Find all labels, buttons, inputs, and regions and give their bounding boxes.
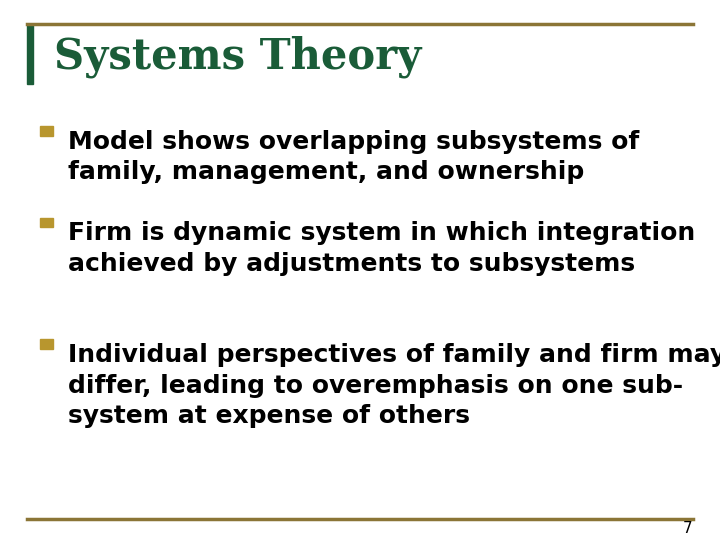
Bar <box>40 339 53 349</box>
Text: Firm is dynamic system in which integration
achieved by adjustments to subsystem: Firm is dynamic system in which integrat… <box>68 221 696 276</box>
Text: Model shows overlapping subsystems of
family, management, and ownership: Model shows overlapping subsystems of fa… <box>68 130 639 184</box>
Text: Systems Theory: Systems Theory <box>54 36 421 78</box>
Text: Individual perspectives of family and firm may
differ, leading to overemphasis o: Individual perspectives of family and fi… <box>68 343 720 428</box>
Bar <box>40 126 53 136</box>
Text: 7: 7 <box>683 521 693 536</box>
Bar <box>27 24 33 84</box>
Bar <box>40 218 53 227</box>
